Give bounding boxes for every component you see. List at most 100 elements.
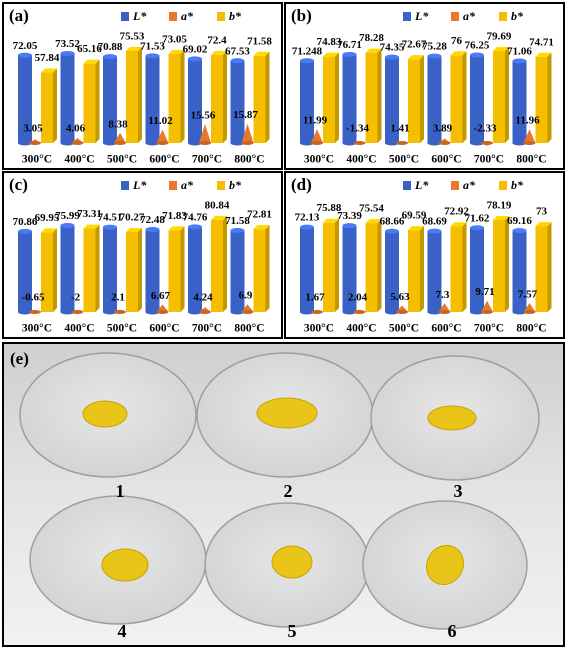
box-side: [53, 228, 57, 312]
panel-label: (c): [9, 175, 28, 194]
cone-base: [71, 310, 84, 314]
box-side: [335, 218, 339, 312]
cylinder-base: [300, 140, 314, 146]
x-tick-label: 400°C: [64, 154, 94, 166]
x-tick-label: 600°C: [149, 154, 179, 166]
cylinder-base: [385, 140, 399, 146]
cylinder-body: [188, 226, 202, 312]
data-label: 71.248: [292, 45, 323, 57]
legend-label: a*: [463, 178, 476, 192]
box-top: [323, 218, 339, 223]
cylinder-top: [18, 228, 32, 234]
cylinder-top: [60, 50, 75, 56]
legend-swatch: [169, 12, 177, 21]
panel-label: (a): [9, 6, 29, 25]
box-top: [535, 222, 552, 227]
legend-swatch: [451, 181, 459, 190]
cone: [523, 129, 536, 143]
cylinder-top: [230, 228, 245, 234]
cylinder-top: [512, 58, 527, 64]
cylinder-base: [427, 140, 442, 146]
legend-swatch: [499, 181, 507, 190]
cone-base: [199, 310, 211, 314]
powder: [101, 548, 149, 582]
x-tick-label: 500°C: [107, 323, 137, 335]
powder: [82, 400, 128, 428]
data-label: 69.02: [183, 43, 208, 55]
box-side: [138, 228, 142, 312]
box-top: [493, 47, 509, 51]
x-tick-label: 600°C: [431, 154, 461, 166]
box-side: [462, 222, 467, 312]
cone-base: [29, 310, 41, 314]
panel-label: (b): [291, 6, 312, 25]
box-front: [83, 63, 96, 143]
data-label: 72.92: [444, 206, 469, 218]
sample-number: 6: [448, 621, 457, 641]
box-top: [211, 216, 227, 220]
box-front: [253, 55, 266, 143]
box-top: [408, 226, 424, 231]
cone-base: [523, 310, 536, 314]
data-label: 76.71: [337, 39, 362, 51]
x-tick-label: 300°C: [304, 323, 334, 335]
x-tick-label: 400°C: [346, 323, 376, 335]
data-label: 15.87: [233, 109, 258, 121]
box-front: [126, 232, 138, 312]
cone: [438, 303, 451, 312]
box-side: [53, 68, 57, 143]
data-label: 73.05: [162, 34, 187, 46]
box-front: [535, 226, 548, 312]
x-tick-label: 600°C: [149, 323, 179, 335]
data-label: 65.16: [77, 43, 102, 55]
panel-label: (e): [10, 349, 29, 368]
cylinder-top: [300, 58, 314, 64]
cone-base: [438, 141, 451, 145]
box-front: [253, 229, 266, 312]
cylinder-body: [145, 55, 160, 143]
cylinder-base: [512, 309, 527, 315]
cylinder-top: [342, 51, 357, 57]
box-side: [335, 52, 339, 143]
data-label: 68.69: [422, 216, 447, 228]
legend-label: b*: [229, 9, 242, 23]
box-top: [41, 228, 57, 233]
legend-swatch: [121, 181, 129, 190]
cylinder-base: [342, 309, 357, 315]
data-label: 75.99: [55, 210, 80, 222]
box-side: [223, 216, 227, 312]
legend-label: b*: [229, 178, 242, 192]
sample-number: 3: [454, 481, 463, 501]
cone-base: [199, 141, 211, 145]
x-tick-label: 800°C: [516, 154, 546, 166]
x-tick-label: 600°C: [431, 323, 461, 335]
data-label: -1.34: [346, 123, 369, 135]
cylinder-body: [512, 230, 527, 312]
data-label: 78.28: [359, 32, 384, 44]
box-front: [168, 230, 181, 312]
cylinder-body: [512, 60, 527, 144]
data-label: 7.3: [436, 289, 450, 301]
data-label: 74.51: [98, 212, 123, 224]
cylinder-base: [512, 140, 527, 146]
box-top: [323, 52, 339, 57]
cylinder-base: [18, 140, 32, 146]
data-label: 11.96: [515, 115, 540, 127]
data-label: 4.06: [66, 123, 86, 135]
cylinder-top: [103, 54, 117, 60]
cylinder-body: [60, 53, 75, 143]
cylinder-body: [342, 225, 357, 312]
cylinder-body: [300, 60, 314, 144]
cylinder-top: [230, 58, 245, 64]
box-top: [450, 51, 467, 56]
data-label: 15.56: [191, 110, 216, 122]
cylinder-base: [60, 309, 75, 315]
box-top: [126, 47, 142, 51]
legend-label: a*: [181, 178, 194, 192]
box-side: [95, 224, 100, 312]
data-label: 11.02: [148, 115, 173, 127]
data-label: 76: [451, 35, 463, 47]
cone-base: [311, 141, 323, 145]
